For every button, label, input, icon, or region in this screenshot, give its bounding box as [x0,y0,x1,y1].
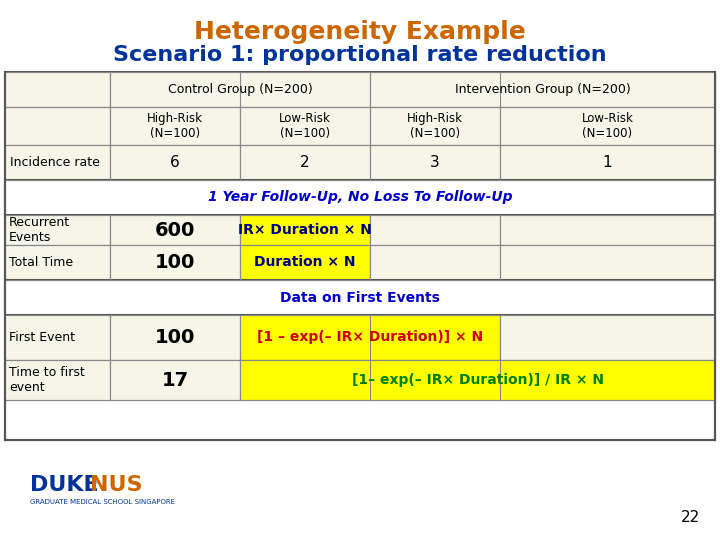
Text: Scenario 1: proportional rate reduction: Scenario 1: proportional rate reduction [113,45,607,65]
Text: GRADUATE MEDICAL SCHOOL SINGAPORE: GRADUATE MEDICAL SCHOOL SINGAPORE [30,499,175,505]
Bar [500,215,715,245]
Text: [1– exp(– IR× Duration)] / IR × N: [1– exp(– IR× Duration)] / IR × N [351,373,603,387]
Text: Duration × N: Duration × N [254,255,356,269]
Bar [240,245,370,280]
Bar [370,215,500,245]
Bar [110,145,240,180]
Text: DUKE: DUKE [30,475,99,495]
Text: Recurrent
Events: Recurrent Events [9,216,70,244]
Bar [110,72,370,107]
Bar [240,360,715,400]
Bar [110,245,240,280]
Text: Incidence rate: Incidence rate [10,156,100,169]
Text: Heterogeneity Example: Heterogeneity Example [194,20,526,44]
Bar [5,72,715,440]
Bar [240,315,500,360]
Text: NUS: NUS [90,475,143,495]
Text: High-Risk
(N=100): High-Risk (N=100) [147,112,203,140]
Bar [240,215,370,245]
Text: Low-Risk
(N=100): Low-Risk (N=100) [582,112,634,140]
Text: Low-Risk
(N=100): Low-Risk (N=100) [279,112,331,140]
Text: 6: 6 [170,155,180,170]
Bar [370,107,500,145]
Text: 1: 1 [603,155,612,170]
Text: 17: 17 [161,370,189,389]
Bar [500,315,715,360]
Bar [5,145,110,180]
Bar [110,360,240,400]
Text: 100: 100 [155,253,195,272]
Text: Intervention Group (N=200): Intervention Group (N=200) [454,83,631,96]
Text: High-Risk
(N=100): High-Risk (N=100) [407,112,463,140]
Text: Total Time: Total Time [9,256,73,269]
Bar [240,107,370,145]
Text: Control Group (N=200): Control Group (N=200) [168,83,312,96]
Bar [5,215,110,245]
Bar [500,245,715,280]
Text: Time to first
event: Time to first event [9,366,85,394]
Text: 2: 2 [300,155,310,170]
Text: 3: 3 [430,155,440,170]
Text: 600: 600 [155,220,195,240]
Text: First Event: First Event [9,331,75,344]
Bar [110,107,240,145]
Text: IR× Duration × N: IR× Duration × N [238,223,372,237]
Bar [240,145,370,180]
Bar [5,72,110,107]
Bar [5,180,715,215]
Bar [500,145,715,180]
Bar [5,245,110,280]
Text: 100: 100 [155,328,195,347]
Bar [5,280,715,315]
Bar [5,107,110,145]
Bar [110,215,240,245]
Bar [5,315,110,360]
Bar [370,145,500,180]
Bar [500,107,715,145]
Text: 22: 22 [680,510,700,525]
Text: 1 Year Follow-Up, No Loss To Follow-Up: 1 Year Follow-Up, No Loss To Follow-Up [208,191,512,205]
Bar [370,72,715,107]
Bar [110,315,240,360]
Bar [370,245,500,280]
Text: Data on First Events: Data on First Events [280,291,440,305]
Bar [5,360,110,400]
Text: [1 – exp(– IR× Duration)] × N: [1 – exp(– IR× Duration)] × N [257,330,483,345]
